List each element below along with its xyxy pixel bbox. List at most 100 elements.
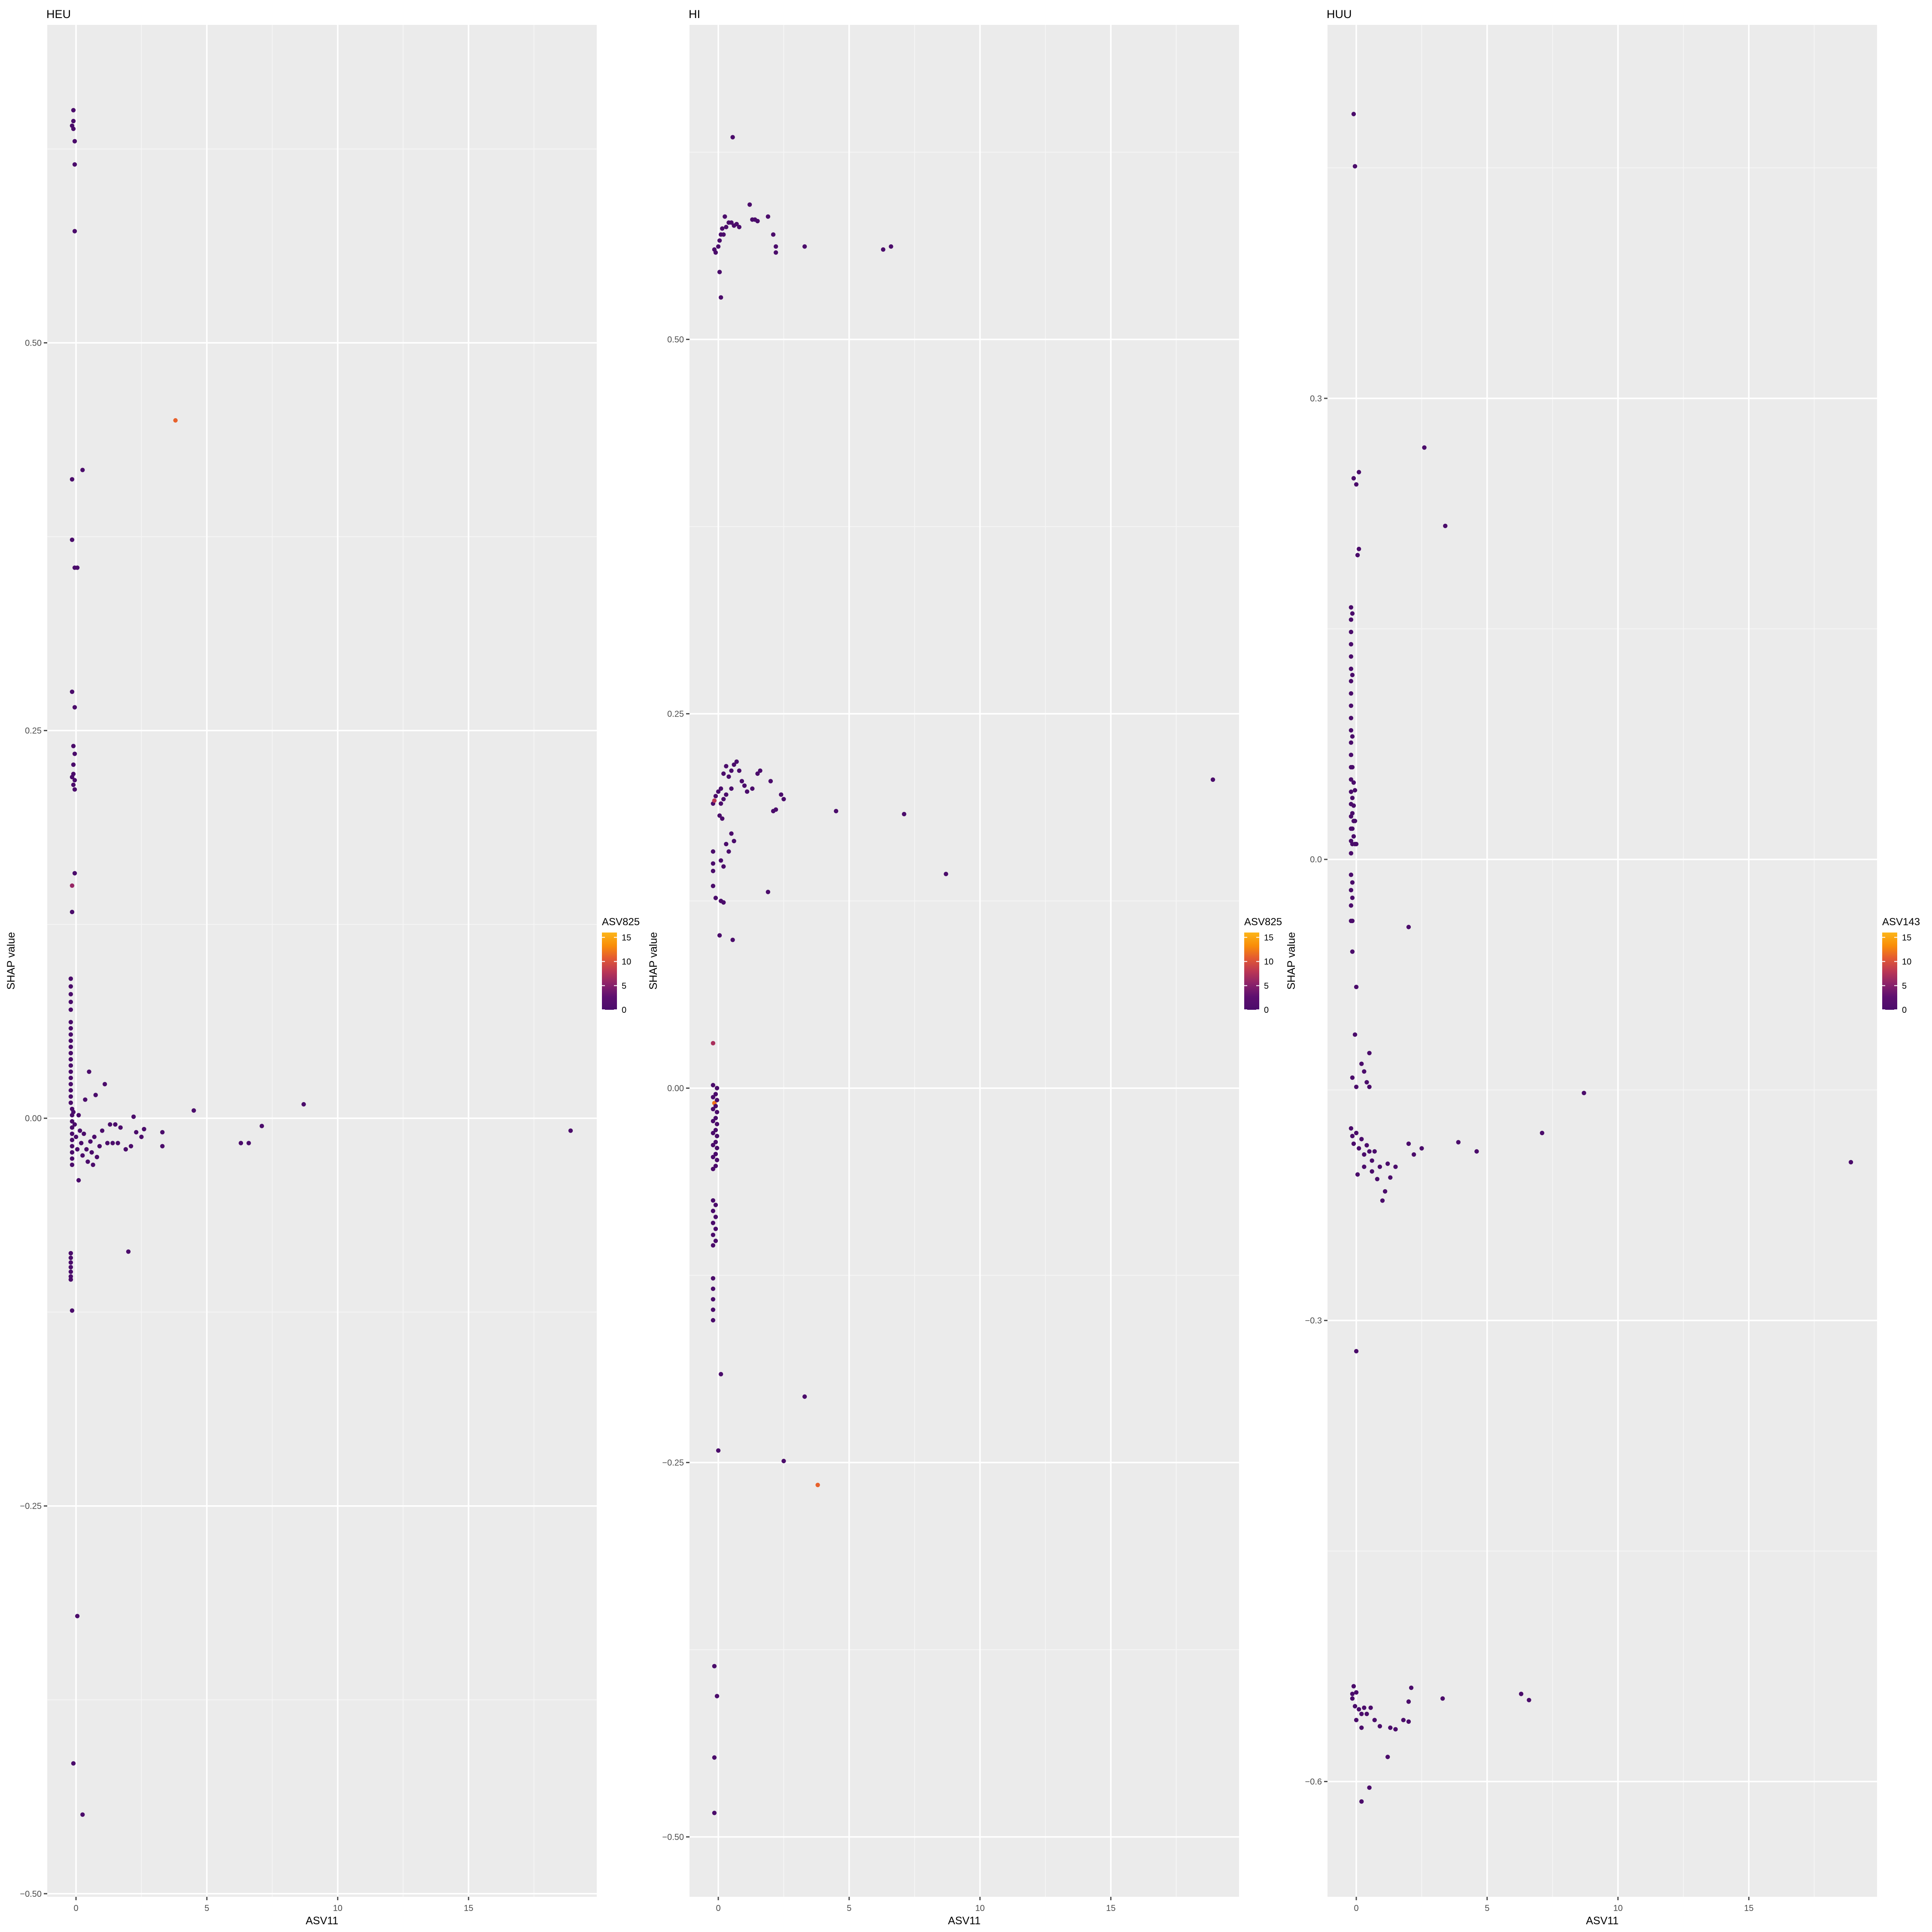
data-point <box>238 1141 243 1145</box>
data-point <box>1350 734 1355 739</box>
y-tick-label: −0.3 <box>1305 1316 1322 1326</box>
data-point <box>68 1075 73 1080</box>
y-tick-label: −0.25 <box>662 1458 684 1467</box>
legend-tick-label: 15 <box>1902 933 1911 942</box>
data-point <box>714 1133 720 1139</box>
data-point <box>1349 691 1354 696</box>
data-point <box>1350 1696 1355 1701</box>
data-point <box>1372 1718 1377 1722</box>
data-point <box>1349 851 1354 856</box>
data-point <box>713 1116 718 1121</box>
data-point <box>729 768 734 773</box>
data-point <box>72 162 77 167</box>
data-point <box>714 1157 720 1163</box>
data-point <box>68 1045 73 1049</box>
data-point <box>68 1094 73 1099</box>
data-point <box>716 1448 721 1453</box>
data-point <box>72 1122 77 1127</box>
data-point <box>68 1251 73 1256</box>
data-point <box>72 751 77 756</box>
data-point <box>1456 1140 1461 1145</box>
data-point <box>191 1108 196 1113</box>
legend: ASV825 0 5 10 15 <box>1244 916 1282 1015</box>
panel-title: HI <box>689 8 700 21</box>
data-point <box>1350 1692 1355 1696</box>
data-point <box>70 477 75 482</box>
data-point <box>711 1221 716 1225</box>
data-point <box>779 792 784 797</box>
data-point <box>76 1178 81 1183</box>
data-point <box>1349 679 1354 683</box>
data-point <box>1393 1727 1398 1732</box>
data-point <box>68 1063 73 1068</box>
data-point <box>1401 1718 1406 1722</box>
data-point <box>889 244 893 249</box>
data-point <box>68 992 73 996</box>
data-point <box>1370 1158 1374 1163</box>
panel-heu: 0 5 10 15 −0.50 −0.25 0.00 0.25 0.50 HEU ASV11 SHAP… <box>5 8 640 1927</box>
data-point <box>1349 740 1354 745</box>
data-point <box>802 244 807 249</box>
data-point <box>1380 1198 1385 1203</box>
data-point <box>1349 777 1354 782</box>
data-point <box>72 871 77 876</box>
plot-panel <box>47 25 597 1897</box>
data-point <box>1406 1141 1411 1146</box>
legend-tick-label: 10 <box>1902 957 1911 967</box>
data-point <box>730 937 735 942</box>
data-point <box>85 1159 90 1164</box>
data-point <box>713 794 718 799</box>
data-point <box>1351 834 1356 839</box>
data-point <box>713 1227 718 1231</box>
data-point <box>113 1122 118 1127</box>
data-point <box>1377 1724 1382 1728</box>
data-point <box>729 831 734 836</box>
data-point <box>716 244 721 249</box>
panel-title: HUU <box>1327 8 1352 21</box>
legend-tick-label: 15 <box>1264 933 1273 942</box>
y-axis-label: SHAP value <box>5 932 17 990</box>
y-tick-label: 0.00 <box>25 1114 42 1124</box>
data-point <box>68 1069 73 1074</box>
data-point <box>711 1209 716 1213</box>
data-point <box>1349 617 1354 622</box>
data-point <box>68 1274 73 1279</box>
data-point <box>902 811 907 817</box>
data-point <box>93 1093 98 1097</box>
data-point <box>1349 654 1354 659</box>
data-point <box>718 786 723 791</box>
data-point <box>711 1119 716 1124</box>
data-point <box>72 139 77 144</box>
data-point <box>1354 1084 1359 1089</box>
data-point <box>68 1051 73 1056</box>
data-point <box>102 1081 107 1087</box>
data-point <box>732 838 736 844</box>
data-point <box>70 1125 75 1130</box>
data-point <box>1385 1755 1390 1759</box>
data-point <box>1350 949 1355 954</box>
data-point <box>246 1141 251 1145</box>
data-point <box>742 783 747 788</box>
data-point <box>717 933 722 938</box>
data-point <box>1350 811 1355 816</box>
data-point <box>714 1121 720 1127</box>
data-point <box>68 1057 73 1062</box>
data-point <box>68 999 73 1004</box>
legend-tick-label: 0 <box>622 1005 626 1015</box>
data-point <box>1540 1130 1545 1136</box>
data-point <box>1582 1091 1586 1096</box>
data-point <box>711 1166 716 1172</box>
data-point <box>1372 1149 1377 1154</box>
data-point <box>72 778 77 783</box>
data-point <box>1355 1172 1360 1177</box>
data-point <box>1443 523 1448 529</box>
data-point <box>1354 1130 1359 1136</box>
data-point <box>766 890 771 894</box>
data-point <box>771 232 776 237</box>
data-point <box>773 244 778 249</box>
data-point <box>97 1144 102 1148</box>
data-point <box>568 1128 573 1133</box>
data-point <box>713 1151 718 1157</box>
data-point <box>1364 1711 1369 1716</box>
data-point <box>160 1144 165 1148</box>
